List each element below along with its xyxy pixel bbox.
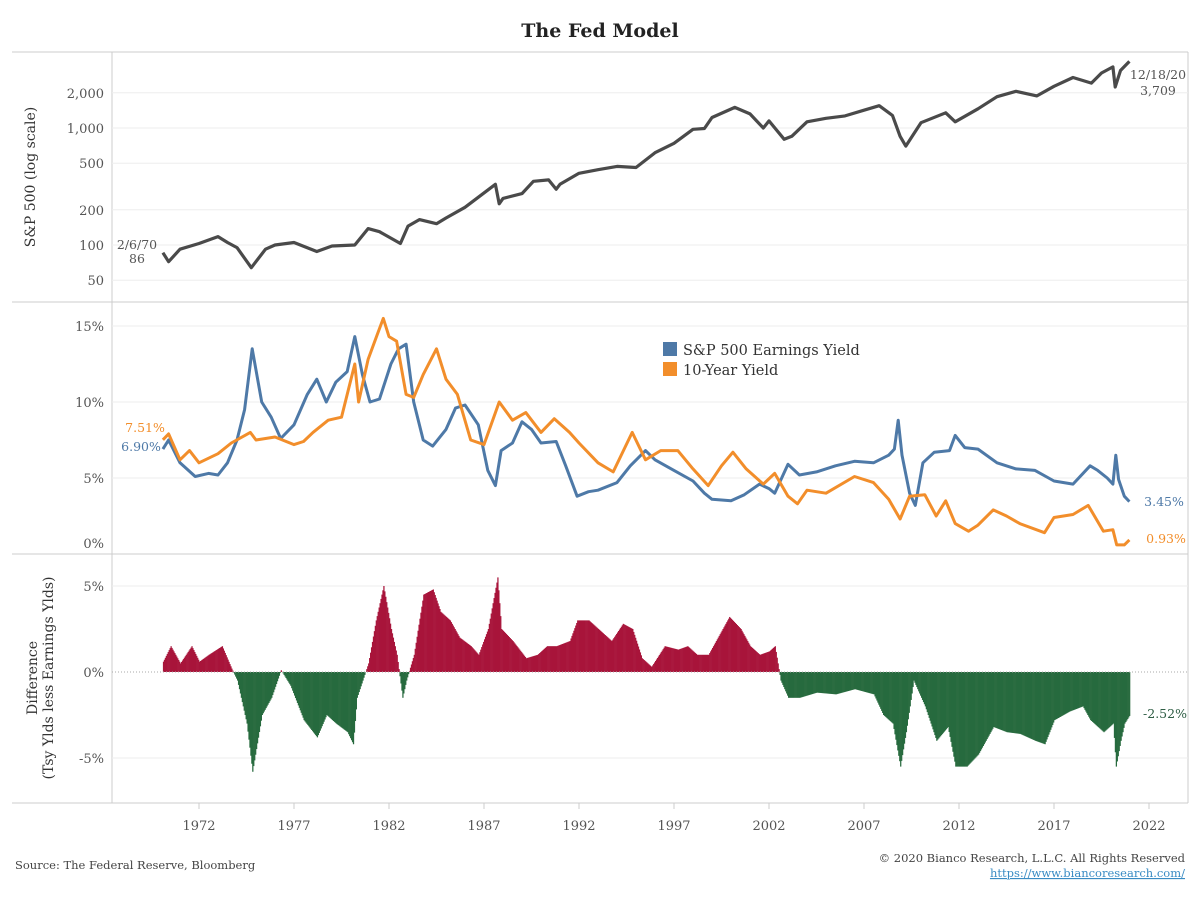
ten-year-end-label: 0.93% (1146, 531, 1186, 546)
y-tick-label: 5% (83, 472, 104, 487)
bottom-y-axis-title-line1: Difference (25, 641, 41, 715)
x-tick-label: 2007 (847, 819, 880, 834)
ten-year-start-label: 7.51% (125, 420, 165, 435)
website-link[interactable]: https://www.biancoresearch.com/ (990, 866, 1185, 880)
y-tick-label: 500 (79, 157, 104, 172)
earnings-yield-start-label: 6.90% (121, 439, 161, 454)
difference-end-label: -2.52% (1143, 706, 1187, 721)
copyright-note: © 2020 Bianco Research, L.L.C. All Right… (879, 851, 1186, 865)
y-tick-label: 1,000 (67, 122, 104, 137)
y-tick-label: 5% (83, 580, 104, 595)
earnings-yield-line (163, 337, 1130, 506)
y-tick-label: 15% (75, 320, 104, 335)
y-tick-label: 2,000 (67, 87, 104, 102)
source-note: Source: The Federal Reserve, Bloomberg (15, 858, 256, 872)
y-tick-label: -5% (79, 752, 104, 767)
difference-bar (399, 669, 400, 672)
x-tick-label: 2022 (1132, 819, 1165, 834)
y-tick-label: 200 (79, 204, 104, 219)
x-tick-label: 2002 (752, 819, 785, 834)
legend-swatch-ten-year (663, 362, 677, 376)
start-value-label: 86 (129, 251, 145, 266)
x-tick-label: 2017 (1037, 819, 1070, 834)
difference-bars (163, 577, 1130, 771)
difference-bar (1129, 672, 1130, 716)
y-tick-label: 0% (83, 537, 104, 552)
y-tick-label: 100 (79, 239, 104, 254)
end-date-label: 12/18/20 (1130, 67, 1186, 82)
x-tick-label: 1982 (372, 819, 405, 834)
x-tick-label: 1977 (277, 819, 310, 834)
x-tick-label: 2012 (942, 819, 975, 834)
legend-label-ten-year: 10-Year Yield (683, 363, 778, 379)
y-tick-label: 10% (75, 396, 104, 411)
legend-label-earnings-yield: S&P 500 Earnings Yield (683, 343, 860, 359)
legend: S&P 500 Earnings Yield 10-Year Yield (663, 342, 860, 379)
top-y-axis-title: S&P 500 (log scale) (23, 107, 39, 247)
x-tick-label: 1992 (562, 819, 595, 834)
legend-swatch-earnings-yield (663, 342, 677, 356)
earnings-yield-end-label: 3.45% (1144, 494, 1184, 509)
x-tick-label: 1972 (182, 819, 215, 834)
ten-year-yield-line (163, 318, 1130, 545)
chart-title: The Fed Model (521, 20, 678, 42)
y-tick-label: 0% (83, 666, 104, 681)
x-tick-label: 1997 (657, 819, 690, 834)
end-value-label: 3,709 (1140, 83, 1176, 98)
series-lines (163, 61, 1130, 545)
y-tick-label: 50 (87, 274, 104, 289)
start-date-label: 2/6/70 (117, 237, 157, 252)
bottom-y-axis-title-line2: (Tsy Ylds less Earnings Ylds) (41, 577, 57, 780)
x-tick-label: 1987 (467, 819, 500, 834)
